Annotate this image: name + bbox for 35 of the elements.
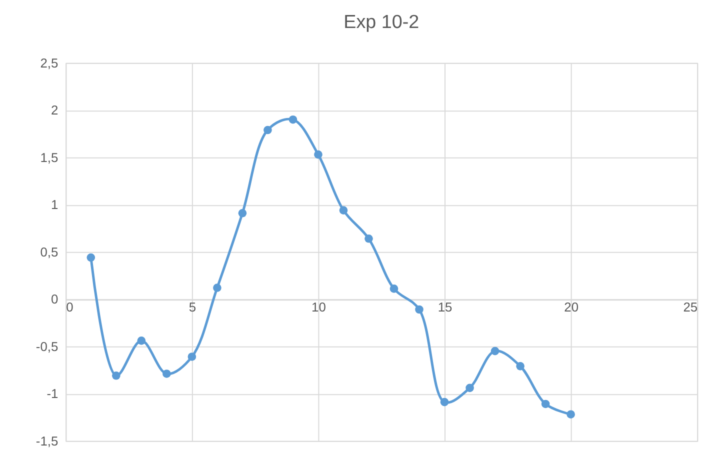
y-tick-label: 2,5	[40, 55, 58, 70]
point	[188, 352, 196, 361]
y-tick-label: -0,5	[36, 338, 58, 354]
point	[86, 253, 96, 262]
point	[364, 234, 373, 243]
x-tick-label: 0	[66, 300, 74, 315]
point	[566, 410, 575, 419]
x-tick-label: 15	[438, 300, 452, 315]
y-tick-label: 1	[50, 197, 58, 212]
point	[541, 400, 550, 408]
point	[264, 126, 272, 134]
y-tick-label: -1,5	[36, 433, 58, 448]
point	[466, 384, 474, 392]
point	[112, 371, 120, 380]
point	[440, 398, 449, 406]
point	[238, 208, 247, 218]
point	[516, 362, 524, 370]
y-tick-label: 2	[50, 102, 58, 118]
y-tick-label: 0,5	[40, 244, 58, 260]
y-tick-label: -1	[46, 386, 58, 402]
point	[390, 284, 398, 293]
point	[314, 150, 322, 159]
point	[137, 336, 146, 345]
x-tick-label: 20	[564, 300, 578, 315]
y-tick-label: 1,5	[40, 150, 58, 165]
point	[288, 115, 298, 124]
x-tick-label: 25	[683, 300, 698, 315]
point	[490, 346, 500, 356]
point	[213, 284, 222, 292]
chart-title: Exp 10-2	[344, 12, 420, 34]
point	[415, 305, 424, 314]
x-tick-label: 5	[188, 300, 196, 315]
point	[162, 370, 171, 378]
x-tick-label: 10	[312, 300, 326, 315]
point	[339, 206, 348, 214]
